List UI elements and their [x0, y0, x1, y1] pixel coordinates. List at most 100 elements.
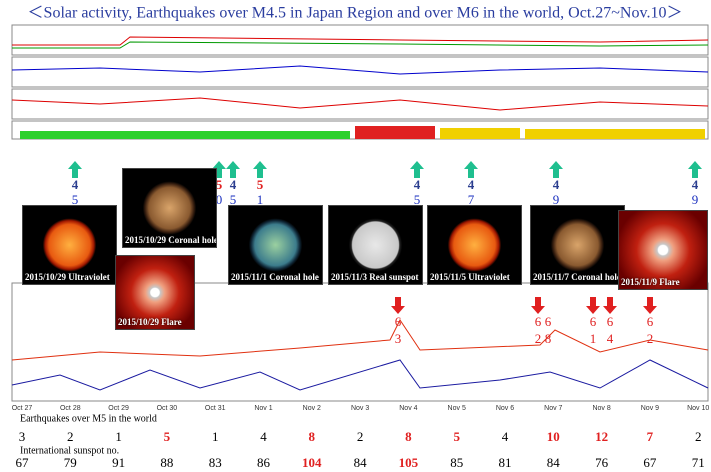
sunspot-number: 81 — [499, 455, 512, 470]
date-label: Oct 29 — [108, 405, 129, 412]
marker-bottom: 8 — [545, 331, 552, 346]
sunspot-label: International sunspot no. — [20, 445, 119, 456]
earthquake-count: 1 — [115, 429, 122, 444]
marker-top: 4 — [692, 177, 699, 192]
marker-bottom: 1 — [590, 331, 597, 346]
marker-top: 4 — [72, 177, 79, 192]
up-arrow — [253, 161, 267, 178]
solar-image: 2015/11/3 Real sunspot — [328, 205, 423, 285]
sunspot-number: 67 — [16, 455, 30, 470]
down-arrow — [531, 297, 545, 314]
up-arrow — [68, 161, 82, 178]
down-arrow — [643, 297, 657, 314]
sunspot-number: 84 — [354, 455, 368, 470]
marker-top: 5 — [257, 177, 264, 192]
image-caption: 2015/11/5 Ultraviolet — [430, 272, 510, 282]
marker-bottom: 5 — [72, 192, 79, 207]
earthquake-count: 2 — [357, 429, 364, 444]
marker-top: 6 — [607, 314, 614, 329]
solar-image: 2015/10/29 Flare — [115, 255, 195, 330]
date-label: Nov 3 — [351, 405, 369, 412]
sunspot-number: 105 — [399, 455, 419, 470]
down-arrow — [586, 297, 600, 314]
earthquake-count: 1 — [212, 429, 219, 444]
down-arrow — [391, 297, 405, 314]
date-label: Nov 8 — [592, 405, 610, 412]
image-caption: 2015/11/1 Coronal hole — [231, 272, 319, 282]
solar-image: 2015/10/29 Coronal hole — [122, 168, 217, 248]
sunspot-number: 79 — [64, 455, 77, 470]
date-label: Nov 2 — [303, 405, 321, 412]
up-arrow — [212, 161, 226, 178]
solar-image: 2015/11/7 Coronal hole — [530, 205, 625, 285]
marker-bottom: 0 — [216, 192, 223, 207]
earthquake-count: 7 — [647, 429, 654, 444]
date-label: Oct 27 — [12, 405, 33, 412]
title: ＜Solar activity, Earthquakes over M4.5 i… — [28, 5, 683, 22]
earthquake-count: 3 — [19, 429, 26, 444]
date-label: Nov 9 — [641, 405, 659, 412]
marker-top: 4 — [468, 177, 475, 192]
marker-bottom: 9 — [692, 192, 699, 207]
solar-image: 2015/10/29 Ultraviolet — [22, 205, 117, 285]
marker-bottom: 1 — [257, 192, 264, 207]
marker-top: 6 — [395, 314, 402, 329]
sunspot-number: 86 — [257, 455, 271, 470]
earthquake-count: 8 — [309, 429, 316, 444]
up-arrow — [464, 161, 478, 178]
date-label: Oct 28 — [60, 405, 81, 412]
marker-bottom: 5 — [414, 192, 421, 207]
up-arrow — [549, 161, 563, 178]
sunspot-number: 84 — [547, 455, 561, 470]
marker-top: 4 — [414, 177, 421, 192]
date-label: Nov 7 — [544, 405, 562, 412]
sunspot-number: 88 — [160, 455, 173, 470]
marker-top: 5 — [216, 177, 223, 192]
marker-bottom: 5 — [230, 192, 237, 207]
date-label: Oct 30 — [157, 405, 178, 412]
date-label: Nov 6 — [496, 405, 514, 412]
marker-bottom: 2 — [535, 331, 542, 346]
earthquake-count: 5 — [453, 429, 460, 444]
up-arrow — [410, 161, 424, 178]
image-caption: 2015/11/3 Real sunspot — [331, 272, 419, 282]
earthquake-count: 12 — [595, 429, 608, 444]
marker-bottom: 7 — [468, 192, 475, 207]
sunspot-number: 104 — [302, 455, 322, 470]
solar-image: 2015/11/1 Coronal hole — [228, 205, 323, 285]
marker-bottom: 9 — [553, 192, 560, 207]
sunspot-number: 91 — [112, 455, 125, 470]
sunspot-number: 85 — [450, 455, 463, 470]
down-arrow — [603, 297, 617, 314]
date-label: Oct 31 — [205, 405, 226, 412]
earthquake-count: 10 — [547, 429, 560, 444]
up-arrow — [226, 161, 240, 178]
image-caption: 2015/11/9 Flare — [621, 277, 680, 287]
sunspot-number: 83 — [209, 455, 222, 470]
date-label: Nov 5 — [448, 405, 466, 412]
up-arrow — [688, 161, 702, 178]
image-caption: 2015/10/29 Ultraviolet — [25, 272, 110, 282]
image-caption: 2015/10/29 Coronal hole — [125, 235, 217, 245]
marker-top: 4 — [553, 177, 560, 192]
earthquake-count: 5 — [164, 429, 171, 444]
earthquake-count: 2 — [695, 429, 702, 444]
marker-top: 4 — [230, 177, 237, 192]
marker-bottom: 3 — [395, 331, 402, 346]
sunspot-number: 67 — [643, 455, 657, 470]
marker-top: 6 — [647, 314, 654, 329]
earthquake-count: 2 — [67, 429, 74, 444]
marker-bottom: 4 — [607, 331, 614, 346]
marker-top: 6 — [535, 314, 542, 329]
date-label: Nov 10 — [687, 405, 709, 412]
marker-top: 6 — [590, 314, 597, 329]
sunspot-number: 71 — [692, 455, 705, 470]
earthquake-label: Earthquakes over M5 in the world — [20, 413, 157, 424]
marker-bottom: 2 — [647, 331, 654, 346]
kp-bars — [20, 126, 705, 139]
goes-panels — [11, 24, 709, 402]
image-caption: 2015/11/7 Coronal hole — [533, 272, 621, 282]
earthquake-count: 4 — [502, 429, 509, 444]
